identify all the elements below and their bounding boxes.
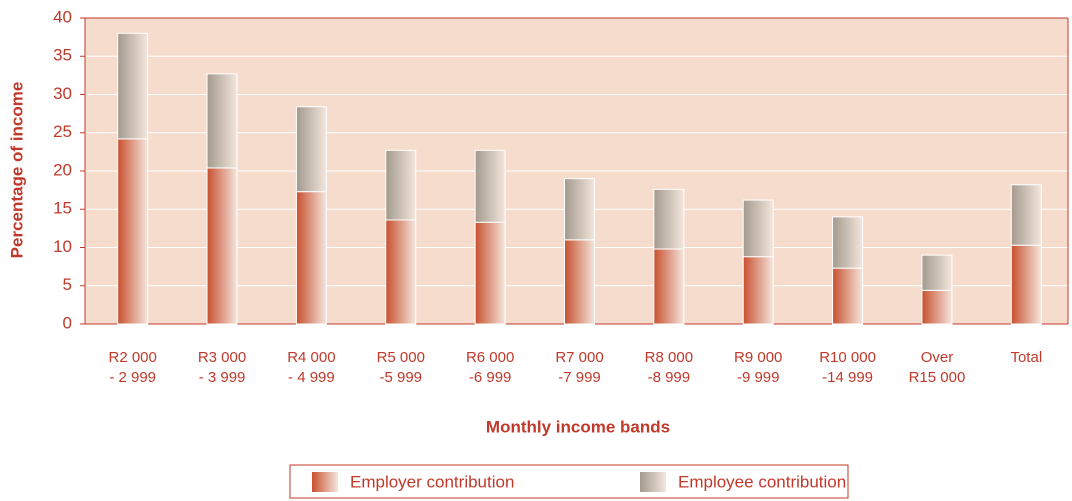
y-tick-label: 5 [63, 275, 72, 294]
bar-segment [742, 199, 774, 258]
x-tick-line: -5 999 [379, 369, 422, 386]
bar-segment [832, 216, 864, 269]
bar-segment [474, 149, 506, 223]
bar-segment [832, 267, 864, 325]
x-tick-label: R5 000 -5 999 [377, 349, 425, 386]
x-tick-label: R6 000 -6 999 [466, 349, 514, 386]
x-tick-label: Total [1010, 349, 1042, 366]
bar-segment [653, 248, 685, 325]
x-tick-label: R10 000 -14 999 [819, 349, 876, 386]
x-tick-label: R8 000 -8 999 [645, 349, 693, 386]
bar-segment [295, 191, 327, 325]
x-tick-line: - 3 999 [199, 369, 246, 386]
y-tick-label: 35 [53, 46, 72, 65]
y-tick-label: 40 [53, 7, 72, 26]
x-tick-label: R7 000 -7 999 [555, 349, 603, 386]
x-tick-label: R2 000 - 2 999 [108, 349, 156, 386]
bar-segment [564, 239, 595, 325]
bar-segment [206, 167, 238, 325]
x-tick-line: R10 000 [819, 349, 876, 366]
x-tick-line: R2 000 [108, 349, 156, 366]
x-tick-line: R15 000 [909, 369, 966, 386]
x-tick-line: R5 000 [377, 349, 425, 366]
x-tick-label: R9 000 -9 999 [734, 349, 782, 386]
y-tick-label: 0 [63, 313, 72, 332]
bar-segment [206, 73, 238, 169]
x-tick-line: -7 999 [558, 369, 601, 386]
bar-segment [653, 188, 685, 250]
x-tick-line: - 2 999 [109, 369, 156, 386]
legend-swatch [312, 472, 338, 492]
x-tick-line: - 4 999 [288, 369, 335, 386]
legend-label: Employer contribution [350, 472, 514, 491]
bar-segment [385, 219, 417, 325]
bar-segment [1010, 244, 1042, 325]
legend-box [289, 464, 849, 499]
bar-segment [564, 178, 595, 241]
x-tick-line: Over [921, 349, 954, 366]
x-tick-label: R3 000 - 3 999 [198, 349, 246, 386]
x-tick-line: R9 000 [734, 349, 782, 366]
bar-segment [117, 32, 149, 140]
y-tick-label: 15 [53, 199, 72, 218]
y-axis-title: Percentage of income [7, 82, 26, 259]
x-tick-line: -9 999 [737, 369, 780, 386]
x-tick-label: R4 000 - 4 999 [287, 349, 335, 386]
bar-segment [921, 289, 953, 325]
x-tick-line: R3 000 [198, 349, 246, 366]
y-tick-label: 10 [53, 237, 72, 256]
x-tick-line: R8 000 [645, 349, 693, 366]
bar-segment [742, 256, 774, 325]
x-tick-line: R4 000 [287, 349, 335, 366]
x-tick-line: -8 999 [648, 369, 691, 386]
x-tick-line: -14 999 [822, 369, 873, 386]
x-axis-title: Monthly income bands [486, 417, 670, 436]
bar-segment [474, 221, 506, 325]
x-tick-label: Over R15 000 [909, 349, 966, 386]
y-tick-label: 25 [53, 122, 72, 141]
x-tick-line: R6 000 [466, 349, 514, 366]
x-tick-line: Total [1010, 349, 1042, 366]
legend-label: Employee contribution [678, 472, 846, 491]
bar-segment [385, 149, 417, 221]
bar-segment [295, 106, 327, 193]
x-tick-line: R7 000 [555, 349, 603, 366]
y-tick-label: 30 [53, 84, 72, 103]
x-tick-line: -6 999 [469, 369, 512, 386]
y-tick-label: 20 [53, 160, 72, 179]
bar-segment [1010, 184, 1042, 246]
legend-swatch [640, 472, 666, 492]
bar-segment [921, 254, 953, 291]
bar-segment [117, 138, 149, 325]
